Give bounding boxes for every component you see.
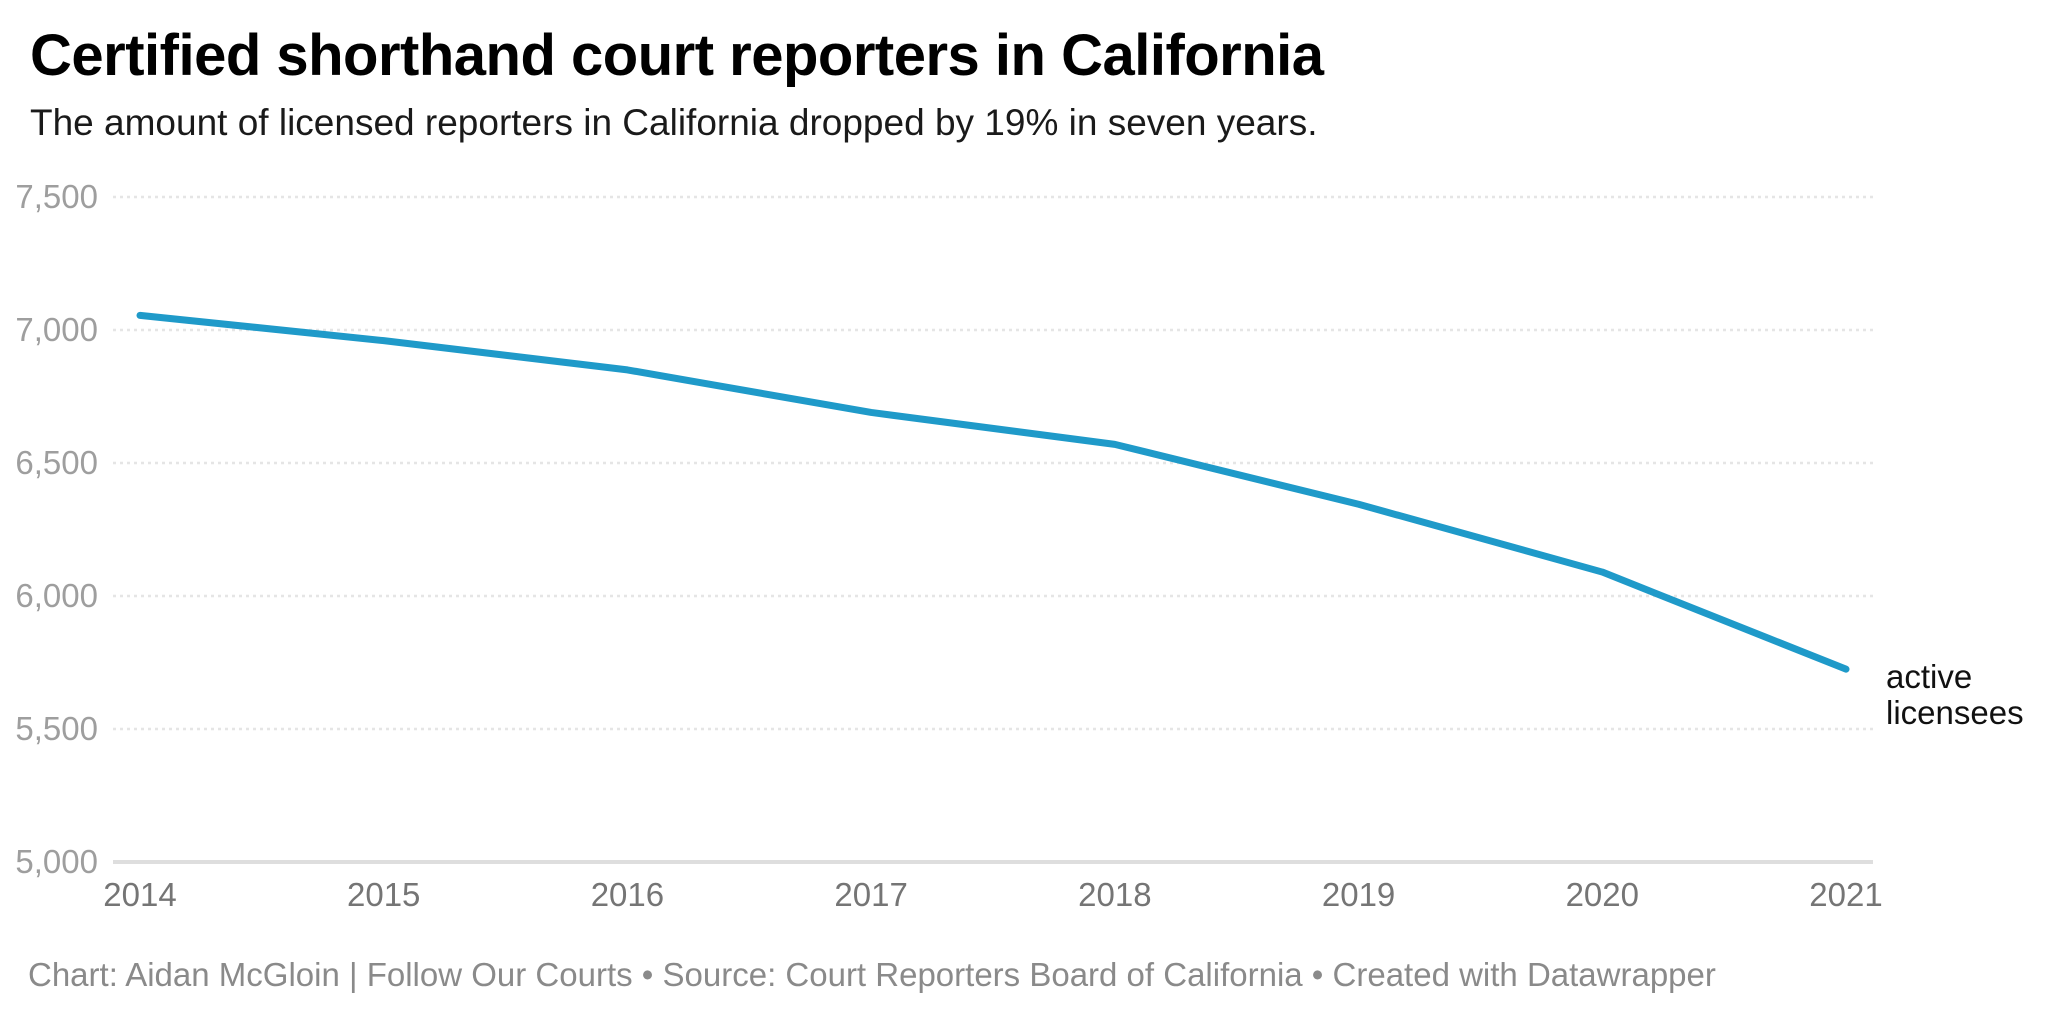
x-axis-tick-label: 2017 [834, 876, 907, 913]
x-axis-tick-label: 2021 [1809, 876, 1882, 913]
y-axis-tick-label: 7,500 [15, 178, 98, 215]
chart-footer-attribution: Chart: Aidan McGloin | Follow Our Courts… [28, 956, 1716, 993]
y-axis-tick-label: 5,000 [15, 843, 98, 880]
y-axis-tick-label: 6,500 [15, 444, 98, 481]
line-end-series-label: active licensees [1886, 658, 2024, 731]
x-axis-tick-label: 2020 [1566, 876, 1639, 913]
x-axis-tick-label: 2019 [1322, 876, 1395, 913]
y-axis-tick-label: 7,000 [15, 311, 98, 348]
chart-title: Certified shorthand court reporters in C… [30, 23, 1324, 88]
x-axis-tick-label: 2016 [591, 876, 664, 913]
x-axis-tick-label: 2014 [103, 876, 176, 913]
x-axis-tick-label: 2018 [1078, 876, 1151, 913]
y-axis-tick-label: 6,000 [15, 577, 98, 614]
x-axis-tick-label: 2015 [347, 876, 420, 913]
y-axis-tick-label: 5,500 [15, 710, 98, 747]
trend-line-active-licensees [136, 311, 1850, 673]
chart-subtitle: The amount of licensed reporters in Cali… [30, 102, 1318, 143]
